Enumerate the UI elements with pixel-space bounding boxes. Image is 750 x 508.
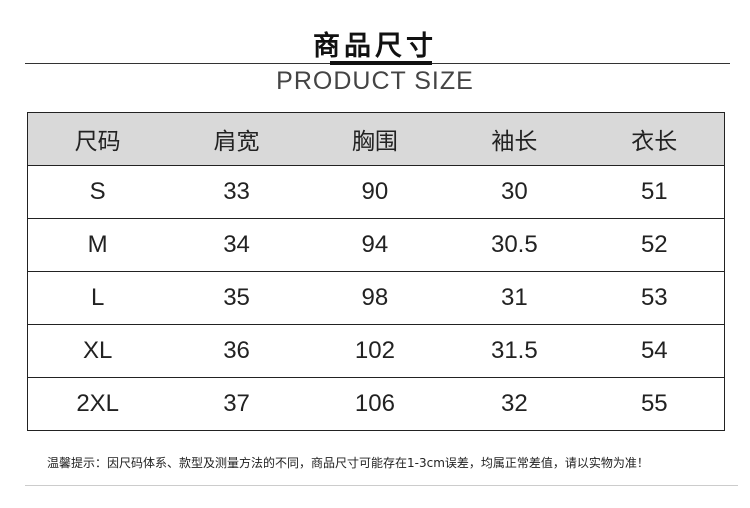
bottom-divider bbox=[25, 485, 738, 486]
table-cell: S bbox=[27, 165, 168, 219]
table-cell: 37 bbox=[167, 377, 306, 431]
table-cell: 55 bbox=[584, 377, 725, 431]
table-cell: 33 bbox=[167, 165, 306, 219]
table-header-row: 尺码 肩宽 胸围 袖长 衣长 bbox=[27, 112, 725, 166]
table-cell: 94 bbox=[305, 218, 445, 272]
table-cell: 106 bbox=[305, 377, 445, 431]
table-cell: 98 bbox=[305, 271, 445, 325]
size-note: 温馨提示：因尺码体系、款型及测量方法的不同，商品尺寸可能存在1-3cm误差，均属… bbox=[47, 456, 649, 470]
title-underline-bar bbox=[330, 61, 432, 65]
table-row: 2XL 37 106 32 55 bbox=[27, 377, 725, 431]
table-cell: 31 bbox=[444, 271, 585, 325]
table-cell: 30.5 bbox=[444, 218, 585, 272]
table-cell: 30 bbox=[444, 165, 585, 219]
table-cell: 34 bbox=[167, 218, 306, 272]
table-row: L 35 98 31 53 bbox=[27, 271, 725, 325]
header-cell: 尺码 bbox=[27, 112, 168, 166]
table-row: XL 36 102 31.5 54 bbox=[27, 324, 725, 378]
header-cell: 肩宽 bbox=[167, 112, 306, 166]
table-cell: M bbox=[27, 218, 168, 272]
table-cell: 90 bbox=[305, 165, 445, 219]
table-cell: XL bbox=[27, 324, 168, 378]
table-cell: 102 bbox=[305, 324, 445, 378]
page-title: 商品尺寸 bbox=[313, 31, 437, 62]
table-cell: 53 bbox=[584, 271, 725, 325]
table-cell: 54 bbox=[584, 324, 725, 378]
size-table: 尺码 肩宽 胸围 袖长 衣长 S 33 90 30 51 M 34 94 30.5 52 L 35 98… bbox=[27, 112, 725, 431]
header-cell: 衣长 bbox=[584, 112, 725, 166]
table-row: S 33 90 30 51 bbox=[27, 165, 725, 219]
table-cell: 2XL bbox=[27, 377, 168, 431]
table-cell: 52 bbox=[584, 218, 725, 272]
table-cell: 31.5 bbox=[444, 324, 585, 378]
table-cell: 51 bbox=[584, 165, 725, 219]
table-row: M 34 94 30.5 52 bbox=[27, 218, 725, 272]
header-cell: 胸围 bbox=[305, 112, 445, 166]
table-cell: 35 bbox=[167, 271, 306, 325]
header-cell: 袖长 bbox=[444, 112, 585, 166]
page-subtitle: PRODUCT SIZE bbox=[276, 67, 474, 95]
table-cell: 32 bbox=[444, 377, 585, 431]
table-cell: L bbox=[27, 271, 168, 325]
table-cell: 36 bbox=[167, 324, 306, 378]
